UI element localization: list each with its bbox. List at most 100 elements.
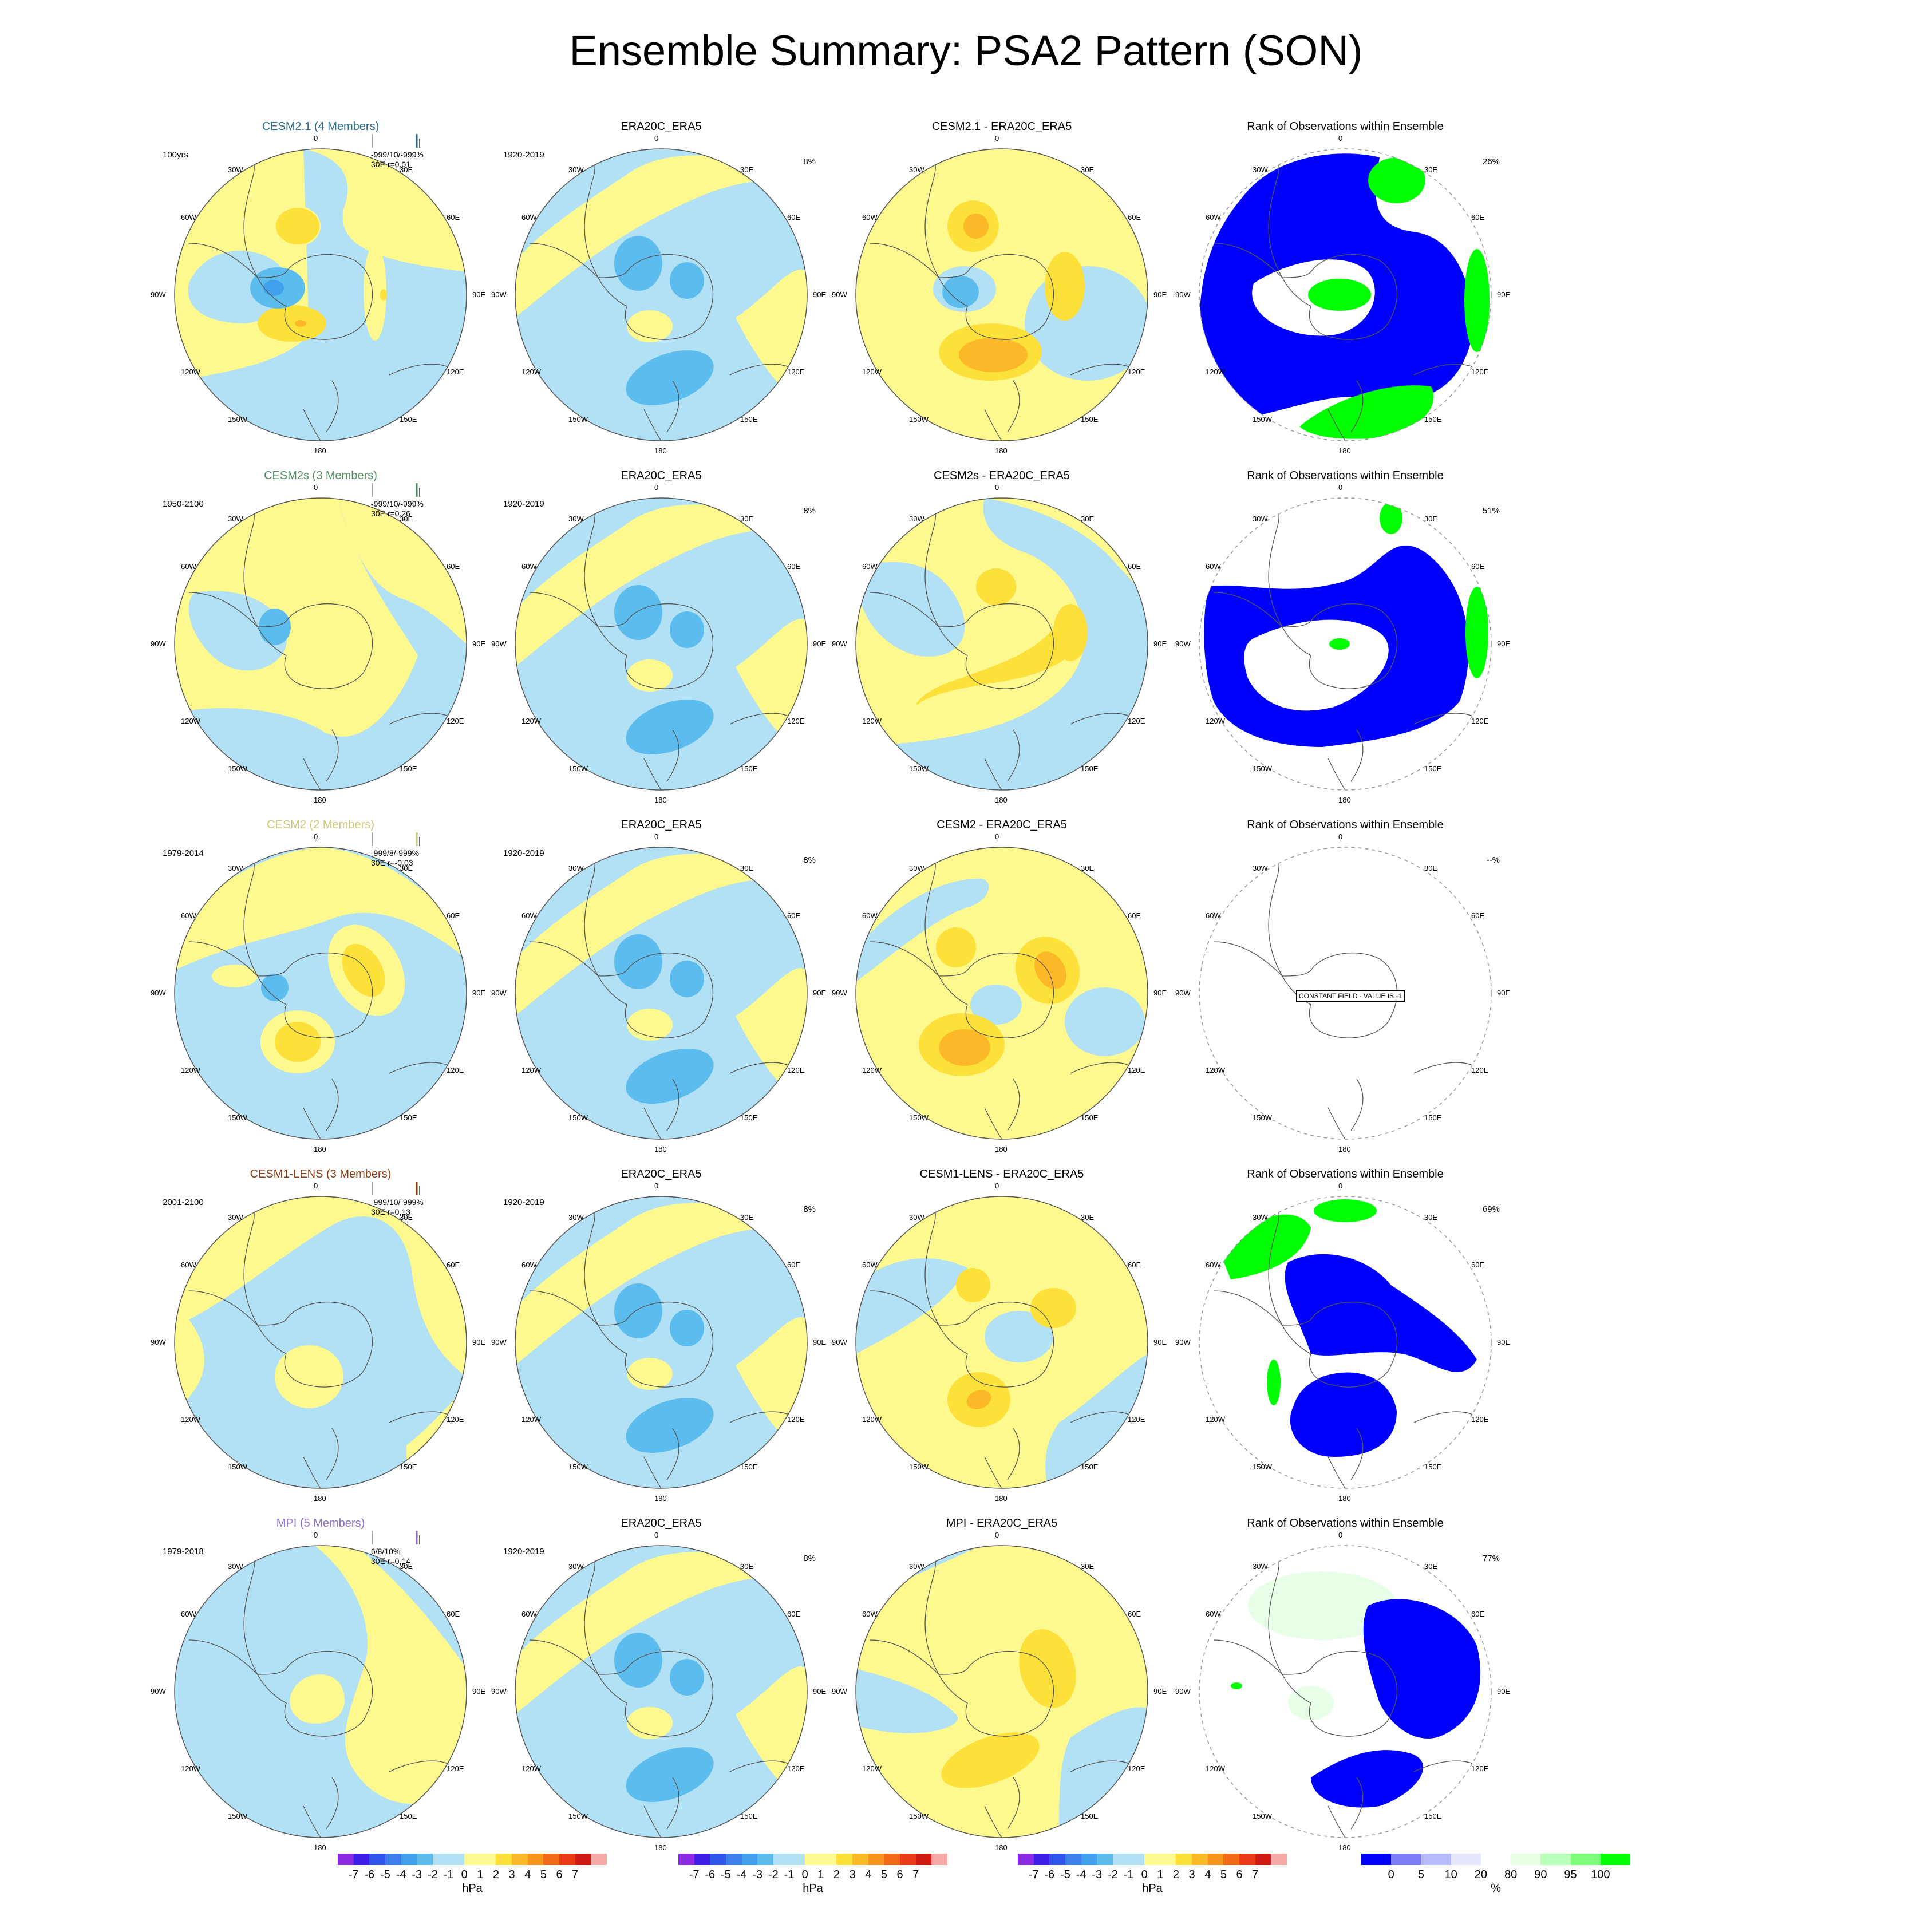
lon-label-bottom: 180 [995, 1494, 1008, 1503]
panel-title: ERA20C_ERA5 [621, 1168, 702, 1180]
lon-label-ur1: 30E [1081, 1562, 1095, 1571]
lon-label-left: 90W [1175, 1338, 1191, 1346]
panel-obs-row3: ERA20C_ERA5 0 180 90W 90E 30W 60W 30E 60E 120W 150… [484, 819, 839, 1168]
panel-title: CESM2 (2 Members) [267, 819, 374, 831]
lon-label-lr1: 120E [787, 368, 805, 376]
lon-label-top: 0 [995, 1531, 999, 1539]
map-svg [174, 148, 467, 441]
rank-blue-south [1290, 1372, 1397, 1457]
lon-label-ll1: 120W [521, 368, 541, 376]
colorbar-cell [868, 1854, 884, 1865]
lon-label-ur1: 30E [740, 864, 754, 872]
lon-label-ll1: 120W [181, 1415, 200, 1424]
colorbar-tick-label: 5 [1417, 1868, 1424, 1881]
lon-label-ll2: 150W [909, 764, 929, 773]
d-core-east [1045, 252, 1085, 321]
panel-title: MPI (5 Members) [276, 1517, 365, 1530]
obs-pct-label: 8% [803, 1554, 816, 1563]
colorbar-tick-label: 2 [492, 1868, 500, 1881]
d-core-north [936, 927, 976, 967]
colorbar-cell [789, 1854, 805, 1865]
lon-label-left: 90W [1175, 639, 1191, 648]
lon-label-ur2: 60E [1471, 911, 1485, 920]
panel-title: ERA20C_ERA5 [621, 819, 702, 831]
colorbar-tick-label: -3 [1092, 1868, 1103, 1881]
m-yellow-north [175, 847, 467, 970]
lon-label-lr2: 150E [1081, 1463, 1099, 1471]
colorbar-tick-label: -5 [721, 1868, 731, 1881]
lon-label-ur1: 30E [1081, 864, 1095, 872]
lon-label-ur1: 30E [1424, 1562, 1438, 1571]
lon-label-lr1: 120E [787, 1066, 805, 1074]
colorbar-cell [852, 1854, 869, 1865]
d-peak-east [1034, 951, 1066, 989]
map-r4c2-coastline [529, 1196, 799, 1488]
lon-label-ll2: 150W [1253, 1113, 1272, 1122]
lon-label-ur2: 60E [787, 911, 801, 920]
lon-label-lr1: 120E [1128, 717, 1145, 725]
m-dot-east [380, 289, 387, 301]
map-r3c1-field [175, 847, 467, 1139]
stats-line-2: 30E r=0.26 [371, 509, 410, 518]
lon-label-bottom: 180 [654, 1145, 667, 1153]
map-r5c3-field [856, 1546, 1148, 1838]
colorbar-tick-label: -1 [443, 1868, 454, 1881]
colorbar-tick-label: -2 [768, 1868, 779, 1881]
map-r1c1-field [175, 149, 467, 441]
lon-label-bottom: 180 [654, 1843, 667, 1852]
lon-label-ll1: 120W [521, 717, 541, 725]
lon-label-ur1: 30E [1424, 1213, 1438, 1222]
lon-label-ul2: 60W [1206, 562, 1221, 571]
panel-title: Rank of Observations within Ensemble [1247, 1168, 1444, 1180]
rank-pct-label: --% [1486, 855, 1500, 865]
rank-white-center [1244, 619, 1389, 711]
lon-label-ll1: 120W [521, 1764, 541, 1773]
lon-label-right: 90E [1153, 290, 1167, 299]
d-peak-north [963, 214, 989, 239]
panel-rank-row3: Rank of Observations within Ensemble 0 180… [1168, 819, 1523, 1168]
lon-label-bottom: 180 [314, 1843, 326, 1852]
colorbar-cell [1018, 1854, 1034, 1865]
lon-label-bottom: 180 [1338, 796, 1351, 804]
lon-label-ll2: 150W [909, 415, 929, 424]
lon-label-lr2: 150E [1081, 1812, 1099, 1820]
colorbar-tick-label: -2 [1107, 1868, 1118, 1881]
lon-label-ll2: 150W [568, 1812, 588, 1820]
panel-title: ERA20C_ERA5 [621, 469, 702, 482]
colorbar-cell [1081, 1854, 1097, 1865]
m-blue-east [175, 149, 467, 441]
lon-label-bottom: 180 [1338, 1145, 1351, 1153]
map-r2c2-border [515, 497, 808, 791]
colorbar-cell [1361, 1854, 1392, 1865]
lon-label-top: 0 [995, 1182, 999, 1190]
lon-label-top: 0 [995, 483, 999, 492]
lon-label-lr2: 150E [740, 1113, 758, 1122]
colorbar-tick-label: 0 [801, 1868, 808, 1881]
map-svg [855, 1545, 1148, 1838]
colorbar-cell [1192, 1854, 1208, 1865]
lon-label-ur2: 60E [1471, 1610, 1485, 1618]
lon-label-ul1: 30W [909, 515, 924, 523]
colorbar-tick-label: -1 [1123, 1868, 1134, 1881]
panel-model-row3: CESM2 (2 Members) 0 180 90W 90E 30W 60W 30E 60E 1… [143, 819, 498, 1168]
d-blue-west [856, 562, 965, 657]
lon-label-left: 90W [151, 1338, 166, 1346]
m-low-core [263, 280, 284, 296]
colorbar-cell [1570, 1854, 1601, 1865]
lon-label-ur1: 30E [1081, 165, 1095, 174]
lon-label-left: 90W [832, 290, 847, 299]
lon-label-ur2: 60E [1471, 213, 1485, 222]
rank-green-east [1465, 587, 1488, 678]
lon-label-ul2: 60W [1206, 1610, 1221, 1618]
map-r4c3-field [856, 1196, 1148, 1488]
map-svg [855, 1196, 1148, 1489]
obs-pct-label: 8% [803, 855, 816, 865]
panel-diff-row5: MPI - ERA20C_ERA5 0 180 90W 90E 30W 60W 30E 60E 1… [824, 1517, 1179, 1866]
colorbar-cell [369, 1854, 386, 1865]
colorbar-cell [1451, 1854, 1481, 1865]
lon-label-lr2: 150E [1424, 1463, 1442, 1471]
colorbar-cell [1128, 1854, 1145, 1865]
colorbar-cell [805, 1854, 821, 1865]
colorbar-tick-label: -5 [380, 1868, 390, 1881]
